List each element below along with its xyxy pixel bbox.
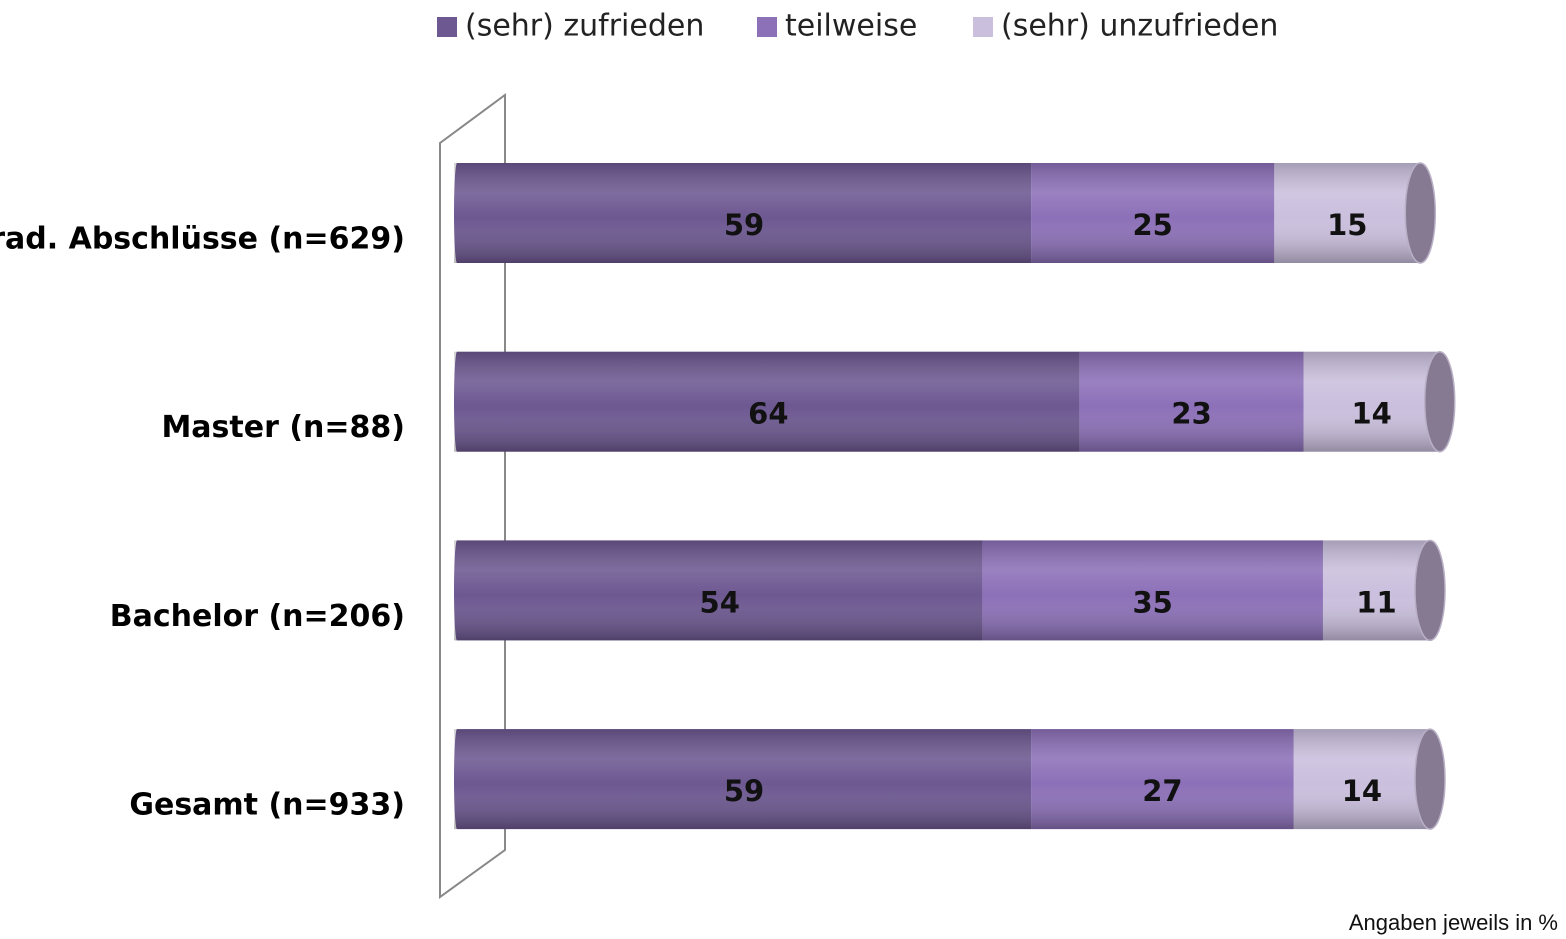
legend-label: (sehr) unzufrieden bbox=[1001, 9, 1278, 44]
value-label: 14 bbox=[1351, 397, 1391, 431]
value-label: 54 bbox=[700, 585, 740, 619]
bar-cap bbox=[1414, 728, 1446, 830]
value-label: 64 bbox=[748, 397, 788, 431]
legend-label: teilweise bbox=[785, 9, 917, 44]
shading bbox=[454, 729, 1430, 830]
value-label: 59 bbox=[724, 774, 764, 808]
legend-label: (sehr) zufrieden bbox=[465, 9, 704, 44]
category-label: Gesamt (n=933) bbox=[129, 788, 405, 823]
value-label: 15 bbox=[1327, 208, 1367, 242]
legend-swatch bbox=[973, 17, 993, 37]
bar-cap bbox=[1404, 162, 1437, 264]
shading bbox=[454, 351, 1440, 452]
category-label: Bachelor (n=206) bbox=[110, 599, 405, 634]
shading bbox=[454, 540, 1430, 641]
legend-swatch bbox=[437, 17, 457, 37]
value-label: 14 bbox=[1342, 774, 1382, 808]
value-label: 23 bbox=[1171, 397, 1211, 431]
legend-swatch bbox=[757, 17, 777, 37]
bar-cap bbox=[1414, 539, 1446, 642]
note: Angaben jeweils in % bbox=[1349, 910, 1558, 935]
value-label: 59 bbox=[724, 208, 764, 242]
bar-cap bbox=[1423, 350, 1456, 453]
shading bbox=[454, 163, 1421, 263]
value-label: 25 bbox=[1133, 208, 1173, 242]
value-label: 27 bbox=[1142, 774, 1182, 808]
category-label: Master (n=88) bbox=[161, 410, 405, 445]
value-label: 11 bbox=[1356, 585, 1396, 619]
value-label: 35 bbox=[1133, 585, 1173, 619]
axis-wall bbox=[439, 93, 506, 899]
category-label: Trad. Abschlüsse (n=629) bbox=[0, 222, 405, 257]
